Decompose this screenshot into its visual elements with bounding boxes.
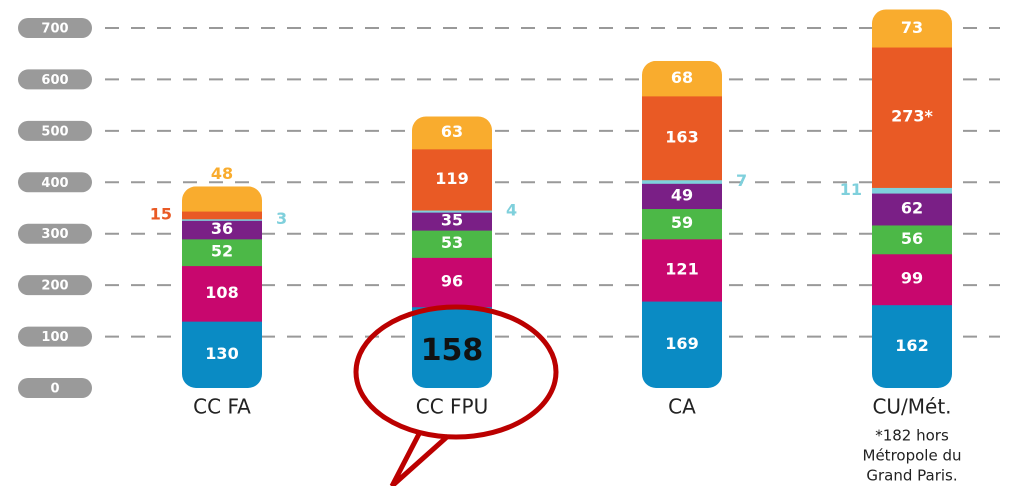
bar-segment xyxy=(642,301,722,389)
value-label: 169 xyxy=(665,334,698,353)
value-label: 130 xyxy=(205,344,238,363)
bar-segment xyxy=(642,60,722,97)
value-label: 119 xyxy=(435,169,468,188)
y-tick-label: 0 xyxy=(50,382,59,397)
value-label: 35 xyxy=(441,211,463,230)
bar-segment xyxy=(642,183,722,210)
bar-segment xyxy=(872,253,952,306)
y-tick-label: 300 xyxy=(41,227,68,242)
bar-segment xyxy=(872,193,952,226)
y-tick-pill xyxy=(18,275,92,296)
x-tick-label: CA xyxy=(668,395,696,419)
footnote: *182 hors xyxy=(875,427,949,445)
x-tick-label: CC FA xyxy=(193,395,251,419)
y-tick-pill xyxy=(18,378,92,398)
value-label: 3 xyxy=(276,209,287,228)
bar-segment xyxy=(182,321,262,388)
y-tick-pill xyxy=(18,69,92,90)
value-label: 48 xyxy=(211,164,233,183)
value-label: 121 xyxy=(665,259,698,278)
y-tick-label: 500 xyxy=(41,124,68,139)
value-label: 36 xyxy=(211,219,233,238)
bar-segment xyxy=(182,218,262,221)
bar-segment xyxy=(412,230,492,258)
x-tick-label: CU/Mét. xyxy=(872,395,951,419)
value-label: 162 xyxy=(895,336,928,355)
y-tick-label: 600 xyxy=(41,73,68,88)
value-label: 163 xyxy=(665,127,698,146)
value-label: 273* xyxy=(891,107,933,126)
bar-segment xyxy=(872,304,952,388)
value-label: 15 xyxy=(150,204,172,223)
footnote: Métropole du xyxy=(863,447,962,465)
bar-segment xyxy=(642,95,722,181)
bar-segment xyxy=(412,148,492,211)
value-label: 158 xyxy=(421,333,484,368)
bar-segment xyxy=(182,220,262,240)
value-label: 62 xyxy=(901,199,923,218)
bar-segment xyxy=(642,179,722,184)
y-tick-label: 700 xyxy=(41,22,68,37)
y-tick-label: 100 xyxy=(41,330,68,345)
value-label: 108 xyxy=(205,283,238,302)
bar-segment xyxy=(412,306,492,388)
bar-group xyxy=(872,9,952,388)
y-tick-pill xyxy=(18,120,92,141)
bar-segment xyxy=(872,9,952,48)
bar-group xyxy=(412,116,492,388)
value-label: 11 xyxy=(840,180,862,199)
bar-segment xyxy=(642,238,722,302)
bar-segment xyxy=(182,265,262,322)
value-label: 4 xyxy=(506,201,517,220)
bar-segment xyxy=(412,257,492,308)
bar-segment xyxy=(182,211,262,220)
y-tick-label: 400 xyxy=(41,176,68,191)
value-label: 96 xyxy=(441,272,463,291)
value-label: 52 xyxy=(211,242,233,261)
footnote: Grand Paris. xyxy=(866,467,957,485)
bar-segment xyxy=(182,238,262,267)
y-tick-label: 200 xyxy=(41,279,68,294)
callout xyxy=(353,304,559,440)
bar-segment xyxy=(182,186,262,212)
value-label: 53 xyxy=(441,233,463,252)
bar-group xyxy=(642,60,722,389)
y-tick-pill xyxy=(18,172,92,193)
bar-segment xyxy=(872,187,952,194)
value-label: 59 xyxy=(671,213,693,232)
bar-segment xyxy=(872,47,952,188)
value-label: 63 xyxy=(441,122,463,141)
y-tick-pill xyxy=(18,326,92,347)
value-label: 99 xyxy=(901,269,923,288)
value-label: 56 xyxy=(901,229,923,248)
bar-segment xyxy=(412,212,492,231)
x-tick-label: CC FPU xyxy=(416,395,489,419)
callout xyxy=(389,430,450,486)
bar-group xyxy=(182,186,262,388)
value-label: 49 xyxy=(671,185,693,204)
value-label: 7 xyxy=(736,171,747,190)
value-label: 68 xyxy=(671,68,693,87)
bar-segment xyxy=(412,210,492,213)
bar-segment xyxy=(642,208,722,240)
bar-segment xyxy=(412,116,492,150)
value-label: 73 xyxy=(901,18,923,37)
y-tick-pill xyxy=(18,223,92,244)
y-tick-pill xyxy=(18,18,92,38)
bar-segment xyxy=(872,224,952,255)
